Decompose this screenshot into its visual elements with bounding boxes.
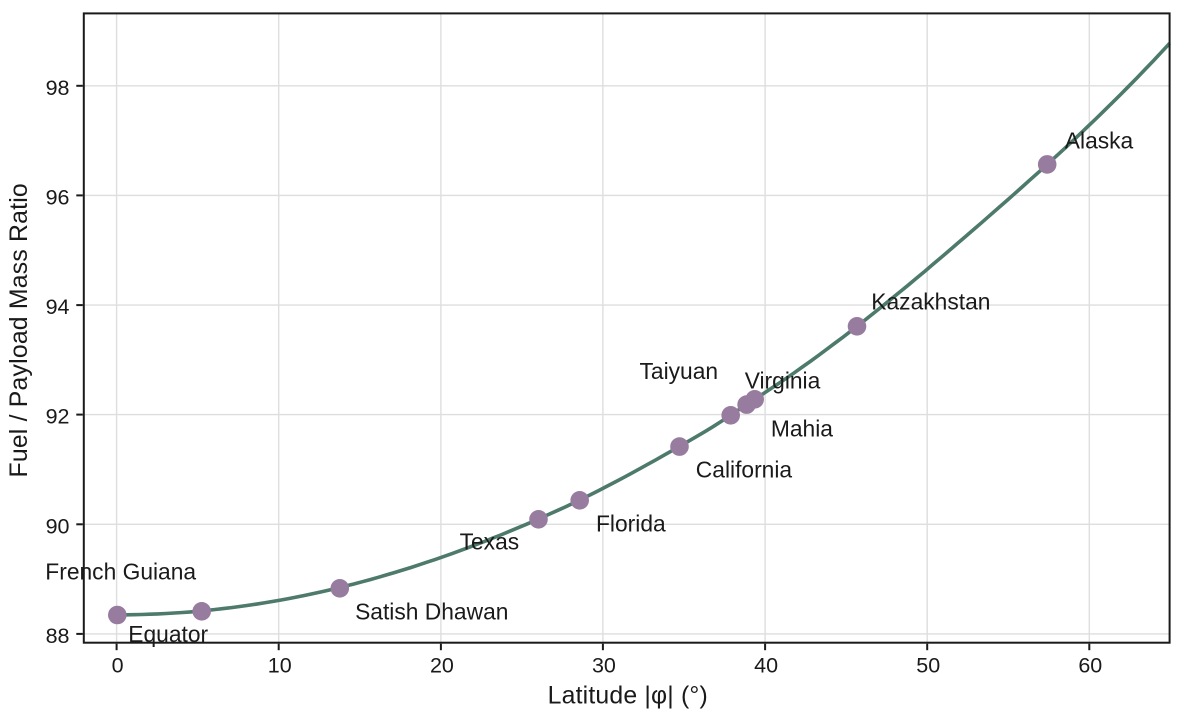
svg-text:88: 88 [46,624,70,648]
svg-text:20: 20 [430,654,454,678]
svg-text:Virginia: Virginia [745,368,821,394]
svg-text:60: 60 [1078,654,1102,678]
svg-text:90: 90 [46,514,70,538]
svg-text:10: 10 [268,654,292,678]
svg-text:30: 30 [592,654,616,678]
svg-text:Taiyuan: Taiyuan [640,358,719,384]
svg-text:Kazakhstan: Kazakhstan [871,289,990,315]
svg-text:98: 98 [46,76,70,100]
svg-text:92: 92 [46,405,70,429]
svg-text:Mahia: Mahia [771,416,833,442]
svg-text:Latitude |φ| (°): Latitude |φ| (°) [548,683,708,710]
svg-text:50: 50 [916,654,940,678]
svg-text:Satish Dhawan: Satish Dhawan [355,598,508,624]
svg-text:Equator: Equator [128,621,208,647]
svg-text:40: 40 [754,654,778,678]
svg-text:0: 0 [112,654,124,678]
svg-text:French Guiana: French Guiana [45,559,196,585]
svg-text:Texas: Texas [460,528,520,554]
svg-text:California: California [696,457,793,483]
svg-text:Alaska: Alaska [1065,127,1134,153]
svg-text:Fuel / Payload Mass Ratio: Fuel / Payload Mass Ratio [6,183,33,477]
svg-text:94: 94 [46,295,70,319]
svg-text:96: 96 [46,185,70,209]
svg-text:Florida: Florida [596,511,666,537]
